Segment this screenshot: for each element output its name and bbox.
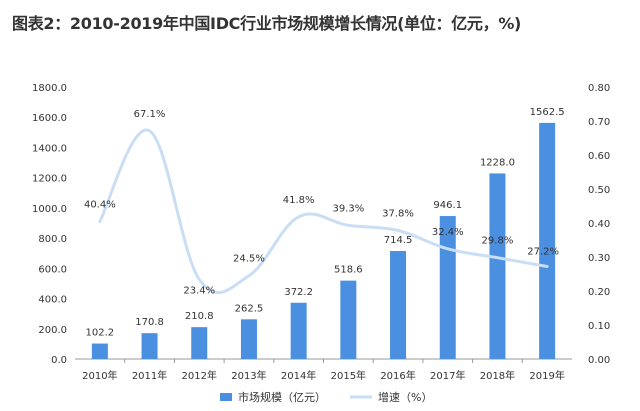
y-right-tick-label: 0.00 — [588, 355, 610, 366]
line-value-label: 67.1% — [134, 109, 166, 120]
bar-value-label: 714.5 — [384, 235, 413, 246]
bar — [390, 251, 407, 359]
x-tick-label: 2014年 — [281, 369, 316, 382]
bar-value-label: 946.1 — [433, 200, 462, 211]
bar — [439, 216, 456, 359]
bar-value-label: 518.6 — [334, 265, 363, 276]
x-tick-label: 2010年 — [82, 369, 117, 382]
bar-value-label: 210.8 — [185, 311, 214, 322]
y-right-tick-label: 0.40 — [588, 219, 610, 230]
y-right-tick-label: 0.80 — [588, 83, 610, 94]
legend: 市场规模（亿元） 增速（%） — [220, 390, 432, 404]
bar — [141, 333, 158, 359]
line-value-label: 29.8% — [482, 236, 514, 247]
y-left-tick-label: 1800.0 — [32, 83, 67, 94]
legend-line-label: 增速（%） — [378, 390, 432, 404]
bar-value-label: 102.2 — [86, 328, 115, 339]
y-right-tick-label: 0.20 — [588, 287, 610, 298]
line-value-label: 32.4% — [432, 227, 464, 238]
y-left-tick-label: 1200.0 — [32, 174, 67, 185]
y-right-tick-label: 0.50 — [588, 185, 610, 196]
bar-series — [91, 122, 556, 359]
line-value-label: 39.3% — [332, 203, 364, 214]
y-left-tick-label: 0.0 — [51, 355, 67, 366]
bar — [191, 327, 208, 359]
line-value-label: 24.5% — [233, 254, 265, 265]
bar — [489, 173, 506, 359]
y-left-tick-label: 1000.0 — [32, 204, 67, 215]
data-labels: 102.2 170.8 210.8 262.5 372.2 518.6 714.5 946.1… — [84, 107, 565, 339]
y-right-tick-label: 0.30 — [588, 253, 610, 264]
y-left-tick-label: 1400.0 — [32, 143, 67, 154]
chart-title: 图表2：2010-2019年中国IDC行业市场规模增长情况(单位：亿元，%) — [12, 14, 522, 33]
line-value-label: 23.4% — [183, 285, 215, 296]
y-left-tick-label: 400.0 — [38, 295, 67, 306]
y-left-tick-label: 1600.0 — [32, 113, 67, 124]
x-tick-label: 2011年 — [132, 369, 167, 382]
x-tick-label: 2013年 — [231, 369, 266, 382]
y-right-tick-label: 0.60 — [588, 151, 610, 162]
y-left-tick-label: 800.0 — [38, 234, 67, 245]
line-value-label: 37.8% — [382, 208, 414, 219]
x-tick-label: 2016年 — [380, 369, 415, 382]
line-value-label: 41.8% — [283, 195, 315, 206]
x-tick-label: 2015年 — [331, 369, 366, 382]
bar-value-label: 372.2 — [284, 287, 313, 298]
line-value-label: 27.2% — [527, 247, 559, 258]
bar — [539, 122, 556, 359]
x-tick-label: 2017年 — [430, 369, 465, 382]
x-tick-label: 2012年 — [182, 369, 217, 382]
x-tick-label: 2019年 — [529, 369, 564, 382]
y-right-tick-label: 0.10 — [588, 321, 610, 332]
bar-value-label: 170.8 — [135, 317, 164, 328]
bar — [340, 280, 357, 359]
line-series — [98, 128, 549, 295]
bar — [91, 343, 108, 359]
legend-bar-label: 市场规模（亿元） — [238, 390, 326, 404]
bar-value-label: 1228.0 — [480, 157, 515, 168]
y-left-tick-label: 600.0 — [38, 264, 67, 275]
y-left-tick-label: 200.0 — [38, 325, 67, 336]
x-tick-label: 2018年 — [480, 369, 515, 382]
bar-value-label: 1562.5 — [530, 107, 565, 118]
legend-bar-swatch — [220, 393, 232, 401]
y-right-tick-label: 0.70 — [588, 117, 610, 128]
bar — [240, 319, 257, 359]
bar-value-label: 262.5 — [235, 303, 264, 314]
growth-line — [98, 128, 549, 295]
bar — [290, 302, 307, 359]
axes: 0.0 200.0 400.0 600.0 800.0 1000.0 1200.0 1400.… — [32, 83, 610, 382]
line-value-label: 40.4% — [84, 200, 116, 211]
